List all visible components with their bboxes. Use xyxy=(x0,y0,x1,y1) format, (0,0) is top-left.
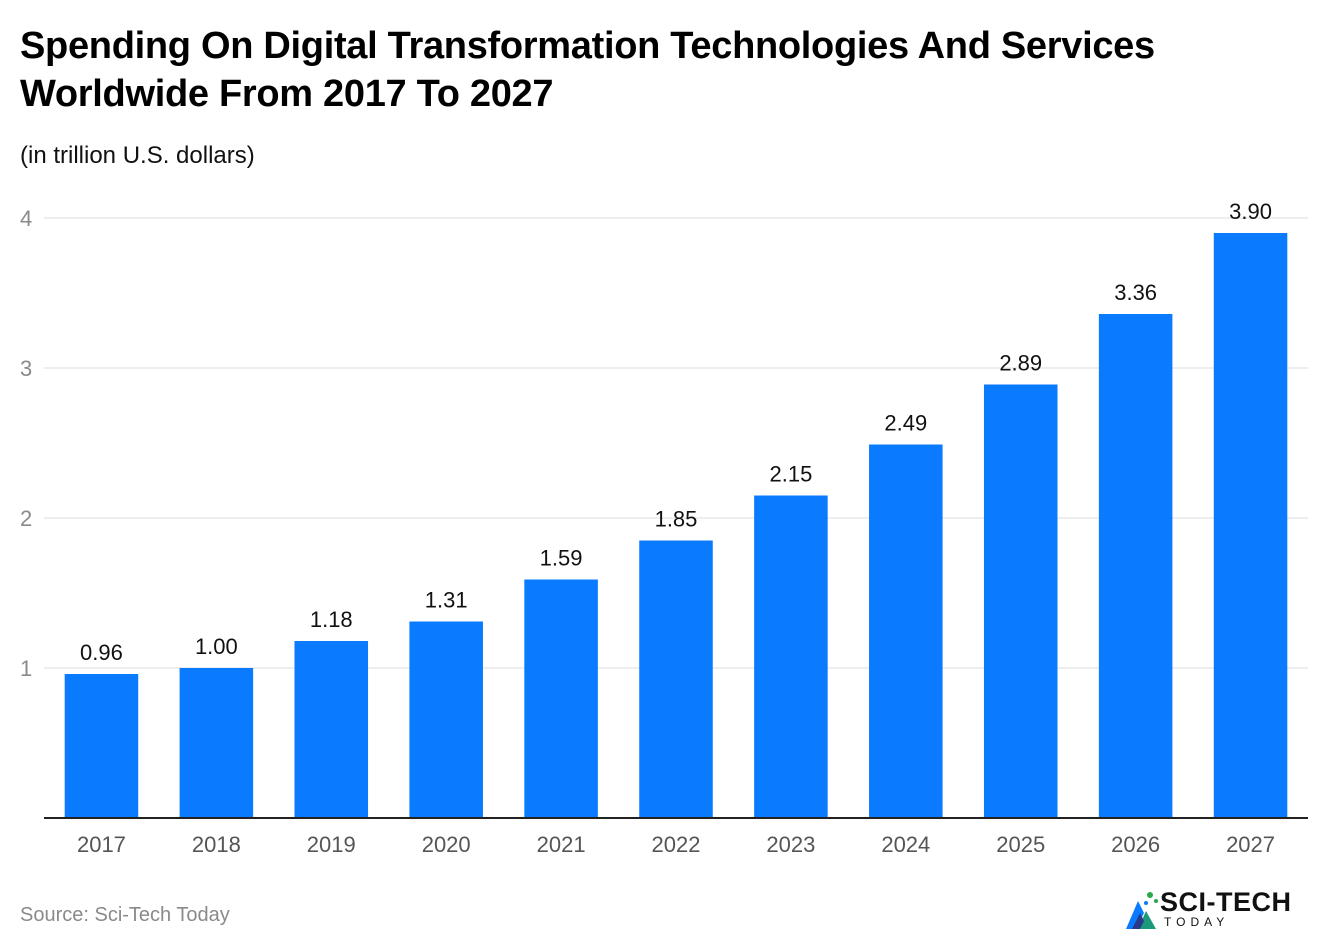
x-tick-label-2021: 2021 xyxy=(537,832,586,857)
bar-2023 xyxy=(754,495,828,818)
bar-2017 xyxy=(64,674,139,818)
value-label-2027: 3.90 xyxy=(1229,199,1272,224)
value-label-2021: 1.59 xyxy=(540,546,583,571)
value-label-2026: 3.36 xyxy=(1114,280,1157,305)
x-tick-label-2018: 2018 xyxy=(192,832,241,857)
bar-2021 xyxy=(524,579,598,818)
bar-2019 xyxy=(294,641,369,818)
value-label-2025: 2.89 xyxy=(999,351,1042,376)
x-tick-label-2025: 2025 xyxy=(996,832,1045,857)
sci-tech-logo: SCI-TECH TODAY xyxy=(1122,887,1302,935)
bar-2026 xyxy=(1098,314,1173,818)
x-tick-label-2020: 2020 xyxy=(422,832,471,857)
bar-2025 xyxy=(983,384,1058,818)
y-tick-label: 1 xyxy=(20,656,32,681)
value-labels: 0.96 1.00 1.18 1.31 1.59 1.85 2.15 2.49 2.89 3.36… xyxy=(80,199,1272,665)
x-tick-label-2024: 2024 xyxy=(881,832,930,857)
x-tick-label-2017: 2017 xyxy=(77,832,126,857)
bars xyxy=(64,233,1288,818)
bar-2027 xyxy=(1213,233,1288,818)
logo-subtext: TODAY xyxy=(1164,915,1230,929)
x-tick-label-2019: 2019 xyxy=(307,832,356,857)
x-tick-label-2026: 2026 xyxy=(1111,832,1160,857)
bar-2018 xyxy=(179,668,254,818)
value-label-2018: 1.00 xyxy=(195,634,238,659)
value-label-2024: 2.49 xyxy=(884,411,927,436)
logo-wordmark: SCI-TECH xyxy=(1160,887,1292,917)
value-label-2022: 1.85 xyxy=(655,507,698,532)
bar-2024 xyxy=(869,444,943,818)
value-label-2017: 0.96 xyxy=(80,640,123,665)
x-tick-label-2027: 2027 xyxy=(1226,832,1275,857)
value-label-2023: 2.15 xyxy=(769,462,812,487)
x-tick-label-2022: 2022 xyxy=(652,832,701,857)
chart-subtitle: (in trillion U.S. dollars) xyxy=(20,142,255,169)
bar-2020 xyxy=(409,621,483,818)
chart-title: Spending On Digital Transformation Techn… xyxy=(20,25,1155,115)
y-tick-label: 3 xyxy=(20,356,32,381)
x-tick-label-2023: 2023 xyxy=(766,832,815,857)
value-label-2019: 1.18 xyxy=(310,607,353,632)
sci-tech-logo-icon xyxy=(1126,892,1158,929)
y-tick-label: 2 xyxy=(20,506,32,531)
y-tick-label: 4 xyxy=(20,206,32,231)
axes: 1 2 3 4 2017 2018 2019 2020 2021 2022 2023 2024 2025… xyxy=(20,206,1308,857)
value-label-2020: 1.31 xyxy=(425,588,468,613)
bar-2022 xyxy=(639,540,713,818)
bar-chart: 0.96 1.00 1.18 1.31 1.59 1.85 2.15 2.49 2.89 3.36… xyxy=(20,199,1308,857)
gridlines xyxy=(44,217,1308,669)
source-note: Source: Sci-Tech Today xyxy=(20,904,230,926)
